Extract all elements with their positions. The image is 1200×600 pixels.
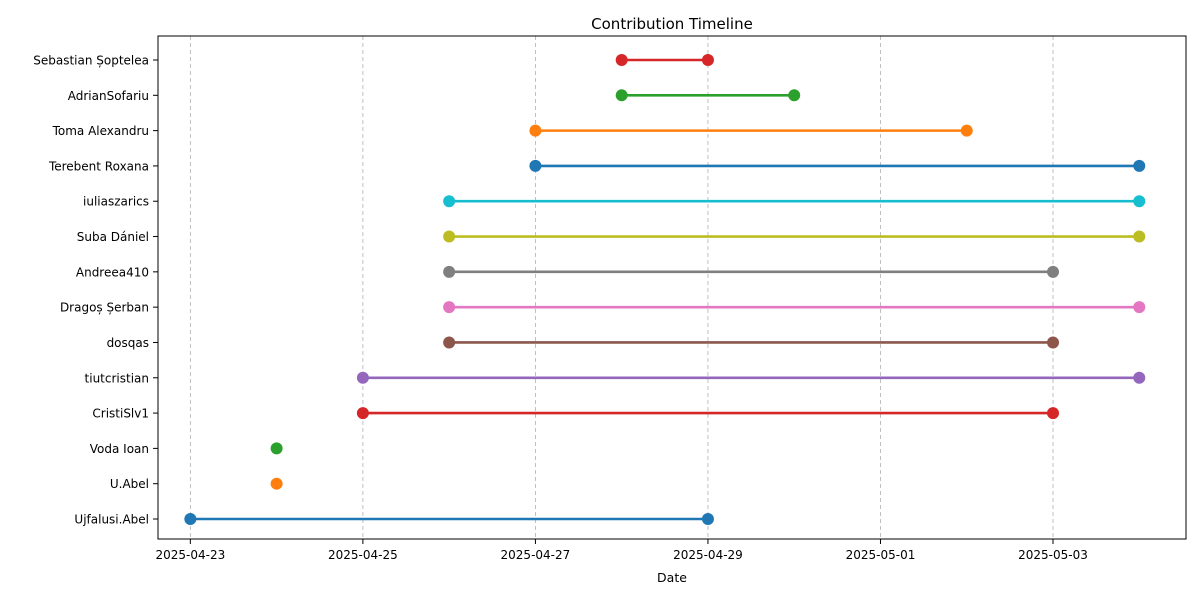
series-10 xyxy=(529,159,1146,172)
y-tick-label: Voda Ioan xyxy=(90,442,149,456)
start-point xyxy=(443,301,456,314)
y-tick-label: AdrianSofariu xyxy=(68,89,149,103)
end-point xyxy=(1047,336,1060,349)
series-4 xyxy=(356,371,1146,384)
y-tick-label: dosqas xyxy=(107,336,149,350)
start-point xyxy=(270,442,283,455)
x-axis-ticks: 2025-04-23 2025-04-25 2025-04-27 2025-04-29… xyxy=(155,539,1088,562)
end-point xyxy=(1047,265,1060,278)
end-point xyxy=(1133,371,1146,384)
y-tick-label: Dragoș Șerban xyxy=(60,301,149,315)
end-point xyxy=(1133,195,1146,208)
y-tick-label: U.Abel xyxy=(110,477,149,491)
y-tick-label: Andreea410 xyxy=(76,265,149,279)
end-point xyxy=(1133,301,1146,314)
start-point xyxy=(443,265,456,278)
start-point xyxy=(356,371,369,384)
start-point xyxy=(615,54,628,66)
x-axis-label: Date xyxy=(657,570,687,585)
start-point xyxy=(529,159,542,172)
end-point xyxy=(1133,159,1146,172)
series-1 xyxy=(270,477,283,490)
y-tick-label: Terebent Roxana xyxy=(48,159,149,173)
y-tick-label: Ujfalusi.Abel xyxy=(74,513,149,527)
series-13 xyxy=(615,54,714,66)
end-point xyxy=(1047,407,1060,420)
y-tick-label: Suba Dániel xyxy=(77,230,149,244)
start-point xyxy=(270,477,283,490)
chart-title: Contribution Timeline xyxy=(591,15,753,33)
x-tick-label: 2025-04-29 xyxy=(673,548,743,562)
series-6 xyxy=(443,301,1146,314)
series-9 xyxy=(443,195,1146,208)
series-0 xyxy=(184,513,714,525)
series-layer xyxy=(184,54,1146,525)
series-12 xyxy=(615,89,801,102)
series-7 xyxy=(443,265,1060,278)
end-point xyxy=(701,54,714,66)
end-point xyxy=(960,124,973,137)
end-point xyxy=(701,513,714,525)
start-point xyxy=(356,407,369,420)
plot-frame xyxy=(157,35,1187,540)
y-tick-label: iuliaszarics xyxy=(83,195,149,209)
start-point xyxy=(184,513,197,525)
start-point xyxy=(529,124,542,137)
x-tick-label: 2025-04-23 xyxy=(155,548,225,562)
x-tick-label: 2025-04-27 xyxy=(501,548,571,562)
start-point xyxy=(443,195,456,208)
start-point xyxy=(615,89,628,102)
x-tick-label: 2025-05-03 xyxy=(1018,548,1088,562)
y-tick-label: CristiSlv1 xyxy=(92,407,149,421)
series-2 xyxy=(270,442,283,455)
y-axis-ticks: Ujfalusi.Abel U.Abel Voda Ioan CristiSlv1 ti… xyxy=(33,54,158,527)
series-11 xyxy=(529,124,973,137)
y-tick-label: tiutcristian xyxy=(85,371,149,385)
start-point xyxy=(443,230,456,243)
gridlines xyxy=(189,36,1054,539)
x-tick-label: 2025-05-01 xyxy=(846,548,916,562)
start-point xyxy=(443,336,456,349)
series-3 xyxy=(356,407,1060,420)
end-point xyxy=(1133,230,1146,243)
series-5 xyxy=(443,336,1060,349)
y-tick-label: Toma Alexandru xyxy=(52,124,149,138)
x-tick-label: 2025-04-25 xyxy=(328,548,398,562)
end-point xyxy=(788,89,801,102)
series-8 xyxy=(443,230,1146,243)
y-tick-label: Sebastian Șoptelea xyxy=(33,54,149,68)
